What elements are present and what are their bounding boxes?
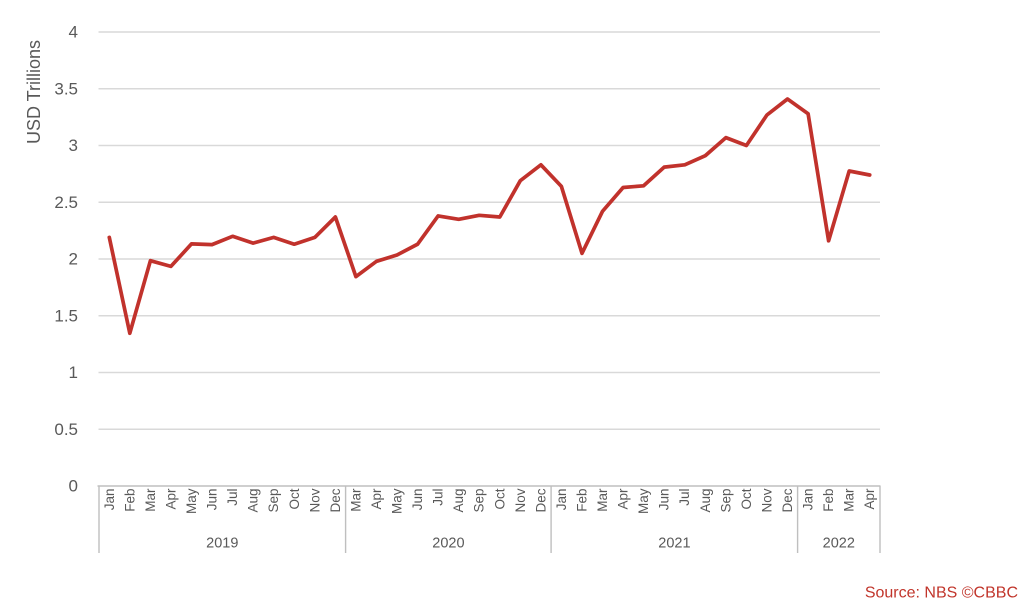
- svg-text:Jan: Jan: [554, 489, 569, 511]
- svg-text:Aug: Aug: [698, 489, 713, 513]
- svg-text:Apr: Apr: [862, 488, 877, 510]
- svg-text:Dec: Dec: [780, 488, 795, 512]
- svg-text:2022: 2022: [823, 536, 855, 552]
- svg-text:Aug: Aug: [246, 489, 261, 513]
- svg-text:Apr: Apr: [369, 488, 384, 510]
- svg-text:Jun: Jun: [410, 489, 425, 511]
- svg-text:3: 3: [69, 136, 78, 155]
- svg-text:May: May: [184, 488, 199, 514]
- svg-text:May: May: [390, 488, 405, 514]
- svg-text:Dec: Dec: [533, 488, 548, 512]
- svg-text:0.5: 0.5: [54, 420, 78, 439]
- svg-text:2020: 2020: [432, 536, 464, 552]
- svg-text:Feb: Feb: [575, 489, 590, 512]
- svg-text:Oct: Oct: [739, 488, 754, 509]
- svg-text:Jun: Jun: [657, 489, 672, 511]
- svg-text:Mar: Mar: [842, 488, 857, 512]
- svg-text:Nov: Nov: [760, 488, 775, 512]
- svg-text:1.5: 1.5: [54, 306, 78, 325]
- svg-text:3.5: 3.5: [54, 79, 78, 98]
- svg-text:Oct: Oct: [287, 488, 302, 509]
- svg-text:Mar: Mar: [595, 488, 610, 512]
- svg-text:May: May: [636, 488, 651, 514]
- svg-text:Oct: Oct: [492, 488, 507, 509]
- svg-text:Sep: Sep: [718, 489, 733, 513]
- svg-text:Source: NBS ©CBBC: Source: NBS ©CBBC: [865, 585, 1018, 602]
- svg-text:2019: 2019: [206, 536, 238, 552]
- svg-text:Aug: Aug: [451, 489, 466, 513]
- svg-text:USD Trillions: USD Trillions: [24, 40, 44, 144]
- svg-text:Jul: Jul: [431, 489, 446, 506]
- svg-text:Jul: Jul: [225, 489, 240, 506]
- svg-text:1: 1: [69, 363, 78, 382]
- svg-text:Apr: Apr: [616, 488, 631, 510]
- svg-text:Jun: Jun: [205, 489, 220, 511]
- svg-text:Mar: Mar: [143, 488, 158, 512]
- svg-text:2.5: 2.5: [54, 193, 78, 212]
- svg-text:2: 2: [69, 250, 78, 269]
- svg-text:Jan: Jan: [801, 489, 816, 511]
- svg-text:Feb: Feb: [821, 489, 836, 512]
- svg-text:Jan: Jan: [102, 489, 117, 511]
- svg-text:Dec: Dec: [328, 488, 343, 512]
- svg-text:0: 0: [69, 477, 78, 496]
- svg-text:Nov: Nov: [307, 488, 322, 512]
- svg-text:Sep: Sep: [266, 489, 281, 513]
- svg-text:Apr: Apr: [163, 488, 178, 510]
- svg-text:Feb: Feb: [122, 489, 137, 512]
- svg-text:Sep: Sep: [472, 489, 487, 513]
- svg-text:Jul: Jul: [677, 489, 692, 506]
- svg-text:4: 4: [69, 23, 78, 42]
- svg-text:Mar: Mar: [348, 488, 363, 512]
- svg-text:2021: 2021: [658, 536, 690, 552]
- svg-text:Nov: Nov: [513, 488, 528, 512]
